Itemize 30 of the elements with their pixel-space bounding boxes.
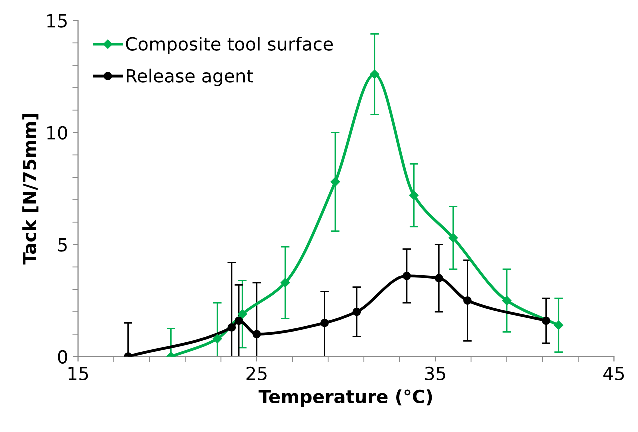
point (234, 316, 244, 326)
point (554, 320, 564, 330)
x-tick-label: 15 (68, 367, 88, 381)
y-axis-title: Tack [N/75mm] (22, 114, 39, 265)
point (542, 316, 550, 326)
y-tick-label: 5 (58, 238, 67, 252)
point (370, 70, 380, 80)
y-tick-label: 10 (48, 126, 68, 140)
point (402, 272, 412, 280)
y-tick-label: 15 (48, 14, 67, 28)
x-tick-label: 45 (604, 367, 624, 381)
legend-label: Release agent (127, 68, 254, 86)
point (228, 324, 236, 332)
point (213, 334, 222, 344)
point (252, 330, 262, 339)
x-axis-title: Temperature (°C) (258, 390, 432, 408)
x-tick-label: 25 (246, 366, 267, 381)
y-tick-label: 0 (58, 350, 68, 364)
point (320, 319, 329, 328)
x-tick-label: 35 (425, 366, 446, 381)
legend-label: Composite tool surface (126, 36, 334, 54)
point (238, 310, 248, 319)
point (410, 190, 419, 200)
point (464, 296, 472, 305)
point (448, 233, 458, 243)
point (502, 296, 512, 306)
point (434, 274, 444, 283)
point (330, 177, 340, 187)
point (352, 308, 362, 316)
point (280, 278, 290, 288)
